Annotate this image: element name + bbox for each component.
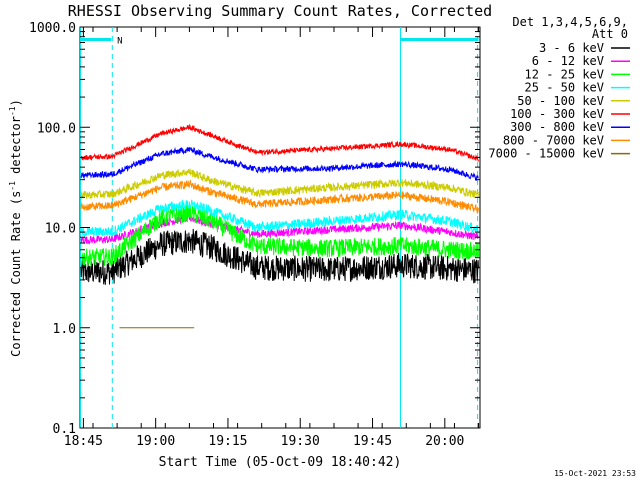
y-axis-label-prefix: Corrected Count Rate (s bbox=[9, 191, 23, 357]
y-tick-label: 1000.0 bbox=[29, 21, 76, 36]
x-axis: 18:45 19:00 19:15 19:30 19:45 20:00 bbox=[64, 27, 480, 449]
y-axis-label-mid: detector bbox=[9, 116, 23, 181]
y-axis-label-sup-1: -1 bbox=[8, 181, 17, 191]
legend-label: 7000 - 15000 keV bbox=[488, 147, 604, 161]
plot-area: N bbox=[79, 26, 481, 429]
legend-header-line-1: Det 1,3,4,5,6,9, bbox=[512, 15, 628, 29]
annotation-label: N bbox=[117, 37, 122, 47]
series-line bbox=[80, 199, 479, 238]
y-tick-label: 1.0 bbox=[53, 322, 76, 337]
series-line bbox=[80, 179, 479, 214]
y-tick-label: 100.0 bbox=[37, 121, 76, 136]
y-axis-label-sup-2: -1 bbox=[8, 106, 17, 116]
legend-label: 100 - 300 keV bbox=[510, 107, 604, 121]
x-tick-label: 20:00 bbox=[425, 434, 464, 449]
series-line bbox=[80, 203, 479, 268]
legend-label: 50 - 100 keV bbox=[517, 94, 604, 108]
x-tick-label: 18:45 bbox=[64, 434, 103, 449]
chart-title: RHESSI Observing Summary Count Rates, Co… bbox=[68, 2, 492, 20]
footer-timestamp: 15-Oct-2021 23:53 bbox=[554, 469, 636, 478]
y-tick-label: 10.0 bbox=[45, 222, 76, 237]
x-tick-label: 19:15 bbox=[208, 434, 247, 449]
y-axis-label: Corrected Count Rate (s-1 detector-1) bbox=[8, 99, 23, 357]
y-axis: 1000.0 100.0 10.0 1.0 0.1 bbox=[29, 21, 480, 437]
legend-header-line-2: Att 0 bbox=[592, 27, 628, 41]
legend-label: 6 - 12 keV bbox=[532, 54, 604, 68]
series-line bbox=[80, 228, 479, 285]
y-axis-label-suffix: ) bbox=[9, 99, 23, 106]
series-line bbox=[80, 123, 479, 162]
legend-label: 3 - 6 keV bbox=[539, 41, 604, 55]
x-tick-label: 19:45 bbox=[353, 434, 392, 449]
series-line bbox=[80, 168, 479, 199]
legend-label: 25 - 50 keV bbox=[525, 81, 604, 95]
legend-label: 12 - 25 keV bbox=[525, 67, 604, 81]
series-line bbox=[80, 146, 479, 181]
x-axis-label: Start Time (05-Oct-09 18:40:42) bbox=[159, 455, 402, 470]
series-line bbox=[80, 213, 479, 245]
legend-label: 300 - 800 keV bbox=[510, 120, 604, 134]
y-tick-label: 0.1 bbox=[53, 422, 76, 437]
legend-label: 800 - 7000 keV bbox=[503, 133, 604, 147]
x-tick-label: 19:30 bbox=[281, 434, 320, 449]
x-tick-label: 19:00 bbox=[136, 434, 175, 449]
